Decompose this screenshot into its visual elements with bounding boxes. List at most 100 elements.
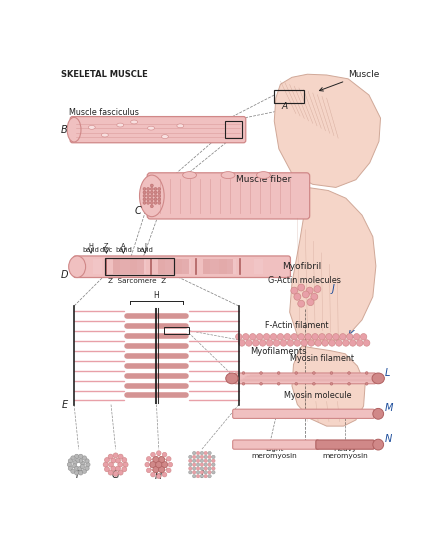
Circle shape — [332, 334, 339, 340]
Ellipse shape — [117, 123, 124, 127]
Circle shape — [159, 466, 165, 473]
Circle shape — [189, 467, 192, 470]
Circle shape — [113, 471, 118, 476]
Circle shape — [353, 334, 360, 340]
Circle shape — [196, 463, 200, 466]
Circle shape — [208, 463, 211, 466]
Circle shape — [108, 462, 113, 467]
Circle shape — [204, 459, 207, 463]
Text: D: D — [61, 270, 69, 280]
Circle shape — [75, 459, 80, 463]
Circle shape — [122, 467, 127, 472]
Bar — [93, 259, 102, 275]
Text: M: M — [385, 403, 393, 414]
Circle shape — [242, 334, 249, 340]
Circle shape — [298, 300, 305, 307]
Circle shape — [74, 454, 79, 459]
Circle shape — [236, 334, 242, 340]
Circle shape — [68, 466, 73, 470]
Text: G: G — [112, 471, 119, 481]
Polygon shape — [290, 187, 376, 345]
Text: disc: disc — [100, 248, 113, 254]
Circle shape — [343, 340, 349, 346]
Circle shape — [73, 460, 77, 465]
Circle shape — [308, 340, 314, 346]
Text: A: A — [121, 243, 125, 249]
Text: Myofilaments: Myofilaments — [250, 347, 307, 356]
Ellipse shape — [139, 175, 164, 216]
Circle shape — [118, 454, 123, 459]
Bar — [210, 259, 219, 275]
Text: Myofibril: Myofibril — [282, 262, 321, 271]
Circle shape — [259, 340, 266, 346]
Circle shape — [143, 198, 146, 201]
Circle shape — [305, 334, 311, 340]
Text: G-Actin molecules: G-Actin molecules — [268, 276, 341, 285]
Circle shape — [116, 458, 121, 463]
Circle shape — [365, 383, 368, 385]
Circle shape — [158, 201, 161, 204]
Circle shape — [330, 372, 333, 374]
Circle shape — [208, 467, 211, 470]
Circle shape — [153, 466, 159, 473]
Circle shape — [82, 456, 86, 460]
Text: I: I — [200, 471, 203, 481]
Text: Z: Z — [104, 243, 109, 249]
Text: H: H — [154, 292, 159, 300]
Circle shape — [161, 461, 168, 467]
Circle shape — [122, 458, 127, 463]
Text: L: L — [385, 368, 391, 378]
Circle shape — [196, 459, 200, 463]
Circle shape — [151, 191, 153, 194]
Circle shape — [295, 372, 297, 374]
Circle shape — [212, 471, 215, 474]
Circle shape — [319, 334, 325, 340]
Text: K: K — [348, 329, 354, 340]
Circle shape — [200, 455, 203, 459]
Circle shape — [349, 340, 356, 346]
Circle shape — [336, 340, 342, 346]
Text: Myosin filament: Myosin filament — [290, 355, 353, 363]
Bar — [113, 259, 144, 275]
Text: B: B — [61, 125, 68, 135]
Circle shape — [158, 198, 161, 201]
Circle shape — [196, 452, 200, 455]
Circle shape — [208, 455, 211, 459]
FancyBboxPatch shape — [233, 440, 319, 449]
Circle shape — [322, 340, 328, 346]
Circle shape — [113, 453, 118, 458]
Circle shape — [151, 195, 153, 197]
Circle shape — [146, 198, 150, 201]
Circle shape — [156, 461, 162, 467]
Ellipse shape — [161, 135, 168, 139]
Circle shape — [200, 459, 203, 463]
Circle shape — [146, 456, 151, 461]
Circle shape — [273, 340, 280, 346]
Circle shape — [360, 334, 367, 340]
Circle shape — [151, 472, 155, 477]
Text: SKELETAL MUSCLE: SKELETAL MUSCLE — [61, 70, 148, 78]
Ellipse shape — [221, 172, 235, 179]
Ellipse shape — [131, 120, 138, 124]
Circle shape — [294, 340, 301, 346]
Ellipse shape — [226, 373, 238, 384]
Circle shape — [154, 187, 157, 190]
Circle shape — [118, 462, 123, 467]
Ellipse shape — [183, 172, 197, 179]
Circle shape — [71, 469, 75, 473]
Polygon shape — [274, 74, 380, 187]
Circle shape — [208, 452, 211, 455]
Circle shape — [287, 340, 294, 346]
Circle shape — [208, 459, 211, 463]
Circle shape — [146, 187, 150, 190]
Circle shape — [116, 466, 121, 471]
Circle shape — [306, 287, 313, 294]
Circle shape — [111, 458, 116, 463]
Ellipse shape — [257, 172, 271, 179]
Circle shape — [239, 340, 245, 346]
Circle shape — [193, 455, 196, 459]
Circle shape — [208, 471, 211, 474]
Text: Muscle: Muscle — [319, 70, 379, 91]
Text: band: band — [137, 248, 153, 254]
Circle shape — [158, 187, 161, 190]
